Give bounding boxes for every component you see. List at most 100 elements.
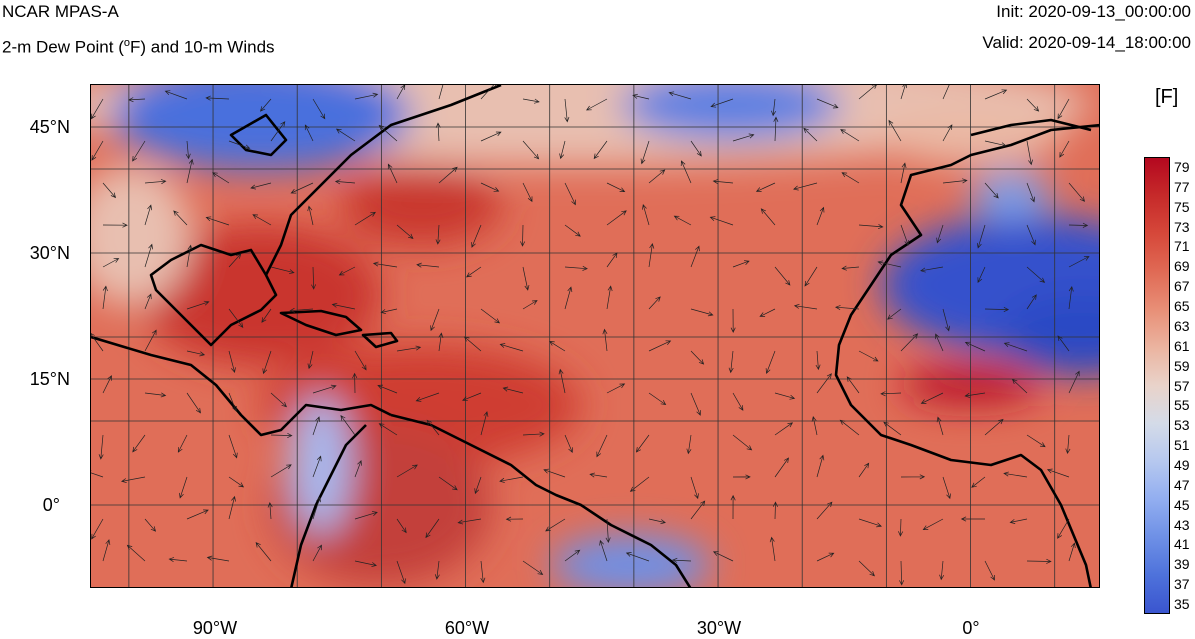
wind-arrow [522, 560, 544, 575]
wind-arrow [438, 85, 444, 100]
wind-arrow [632, 93, 650, 100]
wind-arrow [205, 216, 230, 226]
wind-arrow [964, 392, 986, 398]
wind-arrow [102, 222, 128, 228]
wind-arrow [564, 286, 573, 310]
wind-arrow [543, 468, 566, 478]
wind-arrow [480, 131, 502, 142]
wind-arrow [396, 464, 418, 478]
wind-arrow [640, 140, 650, 165]
wind-arrow [858, 462, 870, 478]
wind-arrow [759, 308, 776, 317]
wind-arrow [228, 140, 251, 150]
iberia-coast [970, 118, 1092, 137]
wind-arrow [91, 98, 104, 120]
wind-arrow [887, 308, 902, 320]
wind-arrow [648, 169, 666, 184]
colorbar-tick-label: 65 [1174, 298, 1190, 315]
wind-arrow [984, 89, 1008, 100]
wind-arrow [710, 98, 734, 108]
wind-arrow [606, 210, 627, 226]
wind-arrow [354, 211, 376, 226]
wind-arrow [686, 434, 692, 455]
wind-arrow [462, 392, 482, 402]
wind-arrow [732, 474, 751, 480]
wind-arrow [880, 391, 902, 397]
wind-arrow [984, 140, 1007, 148]
wind-arrow [690, 308, 714, 317]
wind-arrow [935, 333, 944, 352]
wind-arrow [312, 98, 326, 120]
wind-arrow [255, 541, 272, 562]
wind-arrow [564, 98, 570, 123]
wind-arrow [228, 495, 236, 520]
wind-arrow [899, 560, 905, 586]
wind-arrow [186, 392, 201, 414]
great-lakes [229, 113, 288, 157]
wind-arrows [91, 85, 1090, 586]
wind-arrow [354, 511, 378, 520]
wind-arrow [354, 350, 367, 371]
wind-arrow [815, 350, 821, 371]
wind-arrow [289, 307, 314, 313]
wind-arrow [522, 98, 540, 104]
wind-arrow [1026, 434, 1046, 448]
wind-arrow [545, 518, 566, 532]
wind-arrow [964, 341, 986, 352]
wind-arrow [690, 392, 701, 416]
wind-arrow [877, 260, 902, 268]
wind-arrow [883, 421, 902, 436]
wind-arrow [312, 496, 321, 520]
wind-arrow [816, 373, 832, 394]
wind-arrow [228, 476, 245, 488]
init-time: Init: 2020-09-13_00:00:00 [996, 2, 1191, 21]
wind-arrow [564, 434, 573, 454]
colorbar-units: [F] [1155, 86, 1179, 108]
wind-arrow [102, 375, 112, 394]
wind-arrow [416, 262, 440, 268]
wind-arrow [1068, 542, 1076, 562]
wind-arrow [457, 518, 482, 525]
wind-arrow [593, 140, 608, 160]
wind-arrow [466, 266, 482, 278]
colorbar-tick-label: 71 [1174, 238, 1190, 255]
wind-arrow [1057, 335, 1070, 352]
wind-arrow [690, 476, 699, 500]
wind-arrow [102, 258, 120, 268]
colorbar-tick-label: 39 [1174, 556, 1190, 573]
wind-arrow [262, 350, 272, 375]
wind-arrow [936, 416, 944, 436]
wind-arrow [858, 518, 882, 528]
wind-arrow [1026, 98, 1040, 112]
colorbar-tick-label: 63 [1174, 317, 1190, 334]
wind-arrow [522, 182, 533, 203]
wind-arrow [438, 476, 458, 491]
wind-arrow [1026, 224, 1036, 246]
wind-arrow [144, 518, 157, 532]
subtitle-text-start: 2-m Dew Point ( [2, 37, 124, 57]
wind-arrow [102, 285, 108, 310]
lon-label-30w: 30°W [696, 618, 742, 638]
wind-arrow [804, 266, 818, 287]
wind-arrow [730, 308, 736, 334]
colorbar-tick-label: 41 [1174, 536, 1190, 553]
wind-arrow [228, 308, 244, 328]
wind-arrow [709, 216, 734, 226]
wind-arrow [732, 260, 750, 268]
wind-arrow [128, 97, 146, 103]
wind-arrow [774, 392, 796, 400]
wind-arrow [144, 329, 157, 352]
wind-arrow [228, 434, 238, 459]
wind-arrow [522, 431, 545, 437]
wind-arrow [102, 539, 111, 562]
wind-arrow [520, 224, 526, 247]
wind-arrow [690, 245, 700, 268]
wind-arrow [816, 454, 825, 478]
wind-arrow [922, 518, 944, 530]
wind-arrow [642, 204, 650, 226]
wind-arrow [340, 415, 356, 436]
wind-arrow [960, 516, 985, 522]
wind-arrow [144, 392, 167, 398]
wind-arrow [690, 140, 702, 157]
wind-arrow [606, 285, 613, 310]
